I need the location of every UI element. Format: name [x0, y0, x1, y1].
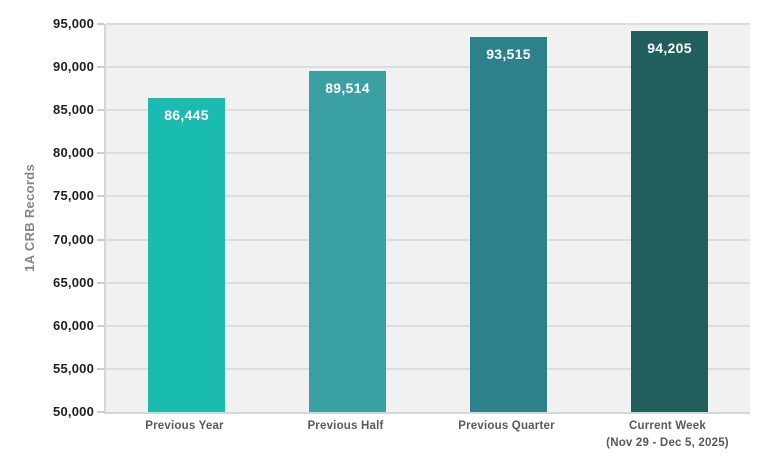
gridline — [106, 324, 750, 327]
y-tick-label: 60,000 — [53, 317, 94, 333]
bar: 86,445 — [148, 97, 225, 412]
x-category-label: Previous Quarter — [458, 420, 555, 432]
gridline — [106, 238, 750, 241]
y-tick-label: 80,000 — [53, 145, 94, 161]
x-category-label: Current Week (Nov 29 - Dec 5, 2025) — [606, 420, 729, 450]
y-tick-label: 55,000 — [53, 360, 94, 376]
y-tick-mark — [97, 23, 104, 25]
y-tick-mark — [97, 109, 104, 112]
y-tick-label: 85,000 — [53, 102, 94, 118]
y-tick-label: 50,000 — [53, 404, 94, 419]
gridline — [106, 281, 750, 284]
gridline — [106, 23, 750, 25]
gridline — [106, 195, 750, 198]
y-tick-mark — [97, 238, 104, 241]
y-tick-mark — [97, 195, 104, 198]
bar-value-label: 86,445 — [164, 106, 209, 123]
y-axis-title-text: 1A CRB Records — [21, 164, 37, 272]
x-category-label: Previous Half — [307, 420, 384, 432]
bar-value-label: 93,515 — [486, 45, 531, 62]
y-tick-label: 90,000 — [53, 59, 94, 75]
bar: 94,205 — [631, 30, 708, 412]
y-tick-label: 75,000 — [53, 188, 94, 204]
gridline — [106, 152, 750, 155]
y-tick-mark — [97, 152, 104, 155]
y-tick-mark — [97, 66, 104, 69]
bar: 89,514 — [309, 71, 386, 412]
x-category-label: Previous Year — [145, 420, 224, 432]
y-tick-mark — [97, 411, 104, 413]
bar-value-label: 94,205 — [647, 39, 692, 56]
y-axis-title: 1A CRB Records — [18, 24, 40, 412]
y-tick-mark — [97, 281, 104, 284]
gridline — [106, 367, 750, 370]
bar-value-label: 89,514 — [325, 80, 370, 97]
y-tick-label: 65,000 — [53, 274, 94, 290]
bar: 93,515 — [470, 36, 547, 412]
y-tick-mark — [97, 324, 104, 327]
plot-area: 86,445 89,514 93,515 94,205 — [104, 23, 750, 414]
y-tick-mark — [97, 367, 104, 370]
y-tick-label: 95,000 — [53, 16, 94, 31]
gridline — [106, 109, 750, 112]
y-tick-label: 70,000 — [53, 231, 94, 247]
gridline — [106, 66, 750, 69]
